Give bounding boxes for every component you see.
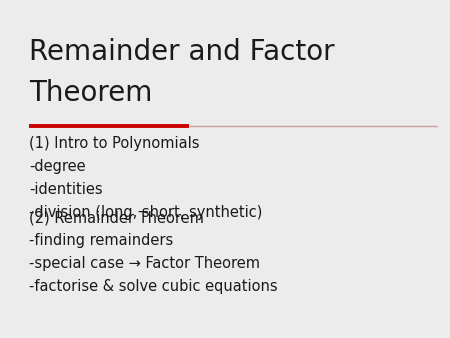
Text: -special case → Factor Theorem: -special case → Factor Theorem xyxy=(29,257,260,271)
Text: (2) Remainder Theorem: (2) Remainder Theorem xyxy=(29,211,204,225)
Text: Theorem: Theorem xyxy=(29,79,153,107)
Text: (1) Intro to Polynomials: (1) Intro to Polynomials xyxy=(29,136,200,151)
Text: -division (long, short, synthetic): -division (long, short, synthetic) xyxy=(29,205,263,220)
Text: Remainder and Factor: Remainder and Factor xyxy=(29,39,335,66)
Text: -degree: -degree xyxy=(29,159,86,174)
Text: -finding remainders: -finding remainders xyxy=(29,234,174,248)
Text: -identities: -identities xyxy=(29,182,103,197)
Text: -factorise & solve cubic equations: -factorise & solve cubic equations xyxy=(29,280,278,294)
